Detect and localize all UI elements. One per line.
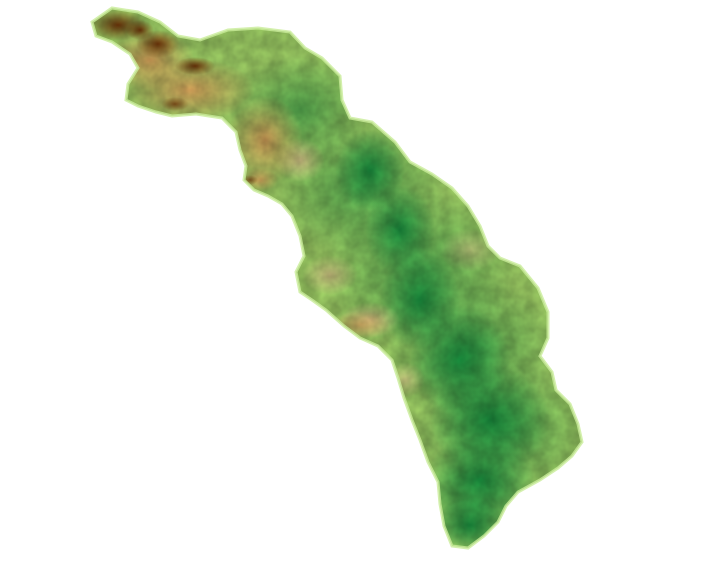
map-view[interactable]	[0, 0, 703, 563]
elevation-raster	[92, 8, 582, 548]
elevation-map	[90, 6, 584, 550]
terrain-texture	[92, 8, 582, 548]
